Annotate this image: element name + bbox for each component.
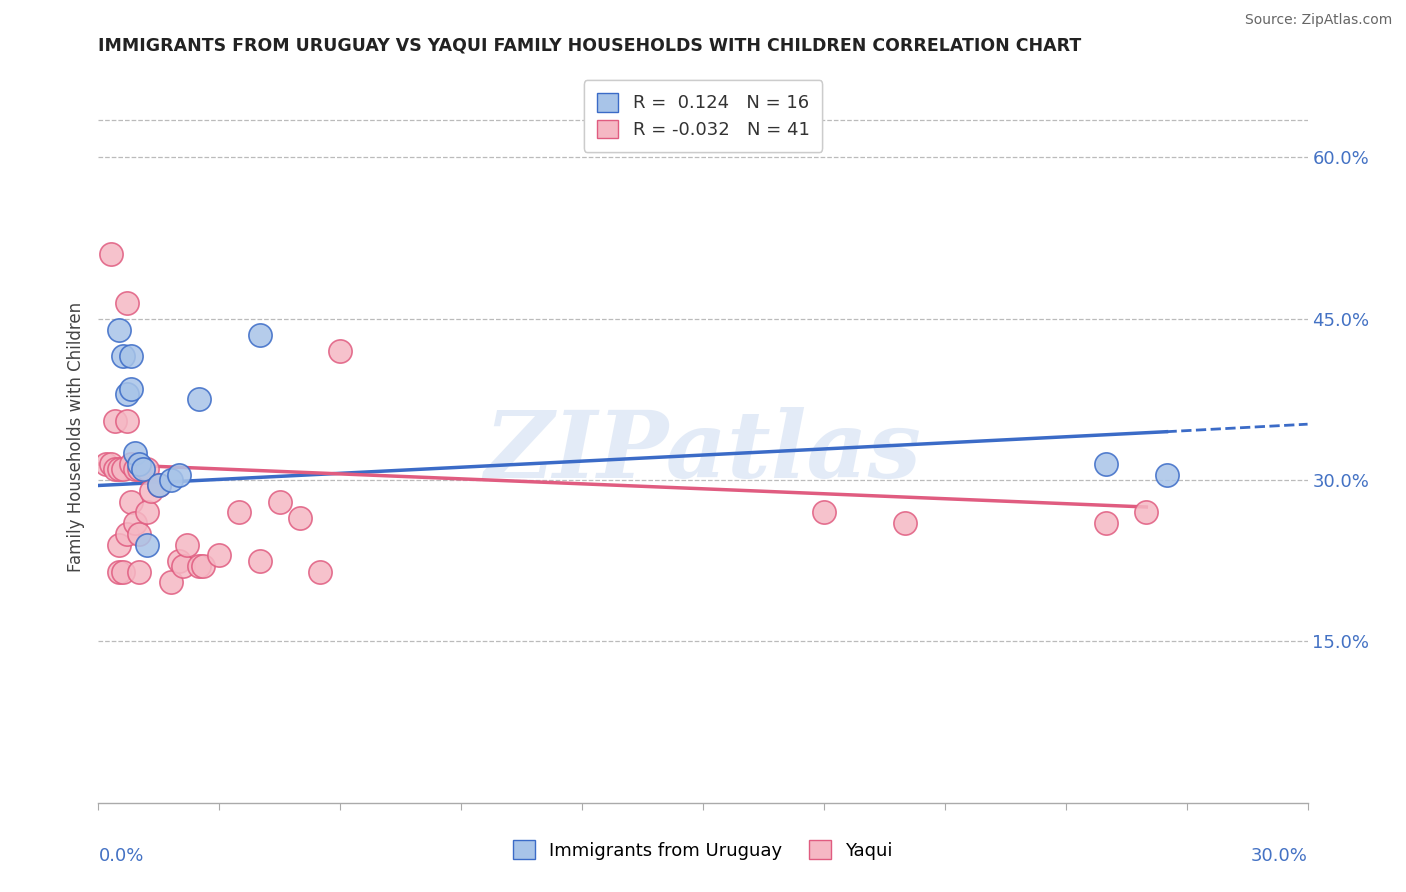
Point [172, 559, 194, 574]
Point [120, 457, 142, 471]
Point [1095, 516, 1118, 530]
Text: 0.0%: 0.0% [98, 847, 143, 864]
Point [107, 462, 129, 476]
Text: ZIPatlas: ZIPatlas [485, 407, 921, 497]
Point [148, 478, 170, 492]
Point [269, 494, 291, 508]
Point [107, 565, 129, 579]
Point [208, 549, 231, 563]
Point [120, 382, 142, 396]
Point [100, 457, 122, 471]
Point [135, 462, 157, 476]
Point [167, 554, 190, 568]
Point [132, 462, 155, 476]
Point [124, 516, 146, 530]
Point [167, 467, 190, 482]
Y-axis label: Family Households with Children: Family Households with Children [66, 302, 84, 572]
Text: Source: ZipAtlas.com: Source: ZipAtlas.com [1244, 13, 1392, 28]
Point [115, 414, 138, 428]
Point [124, 462, 146, 476]
Text: IMMIGRANTS FROM URUGUAY VS YAQUI FAMILY HOUSEHOLDS WITH CHILDREN CORRELATION CHA: IMMIGRANTS FROM URUGUAY VS YAQUI FAMILY … [98, 37, 1081, 54]
Point [120, 350, 142, 364]
Legend: R =  0.124   N = 16, R = -0.032   N = 41: R = 0.124 N = 16, R = -0.032 N = 41 [583, 80, 823, 152]
Point [120, 494, 142, 508]
Point [160, 473, 183, 487]
Point [128, 527, 150, 541]
Point [111, 565, 134, 579]
Point [115, 295, 138, 310]
Point [893, 516, 915, 530]
Point [148, 478, 170, 492]
Point [135, 505, 157, 519]
Point [100, 247, 122, 261]
Point [103, 462, 125, 476]
Point [128, 565, 150, 579]
Point [103, 414, 125, 428]
Point [813, 505, 835, 519]
Point [176, 538, 198, 552]
Point [228, 505, 250, 519]
Point [111, 462, 134, 476]
Point [107, 538, 129, 552]
Point [139, 483, 162, 498]
Point [193, 559, 215, 574]
Point [111, 350, 134, 364]
Point [188, 392, 211, 407]
Point [115, 527, 138, 541]
Point [128, 462, 150, 476]
Point [1156, 467, 1178, 482]
Point [249, 327, 271, 342]
Point [188, 559, 211, 574]
Point [329, 344, 352, 359]
Point [1095, 457, 1118, 471]
Point [135, 538, 157, 552]
Point [128, 457, 150, 471]
Point [96, 457, 118, 471]
Text: 30.0%: 30.0% [1251, 847, 1308, 864]
Point [288, 510, 311, 524]
Point [1135, 505, 1157, 519]
Point [160, 575, 183, 590]
Point [107, 322, 129, 336]
Point [309, 565, 332, 579]
Legend: Immigrants from Uruguay, Yaqui: Immigrants from Uruguay, Yaqui [499, 826, 907, 874]
Point [249, 554, 271, 568]
Point [115, 387, 138, 401]
Point [124, 446, 146, 460]
